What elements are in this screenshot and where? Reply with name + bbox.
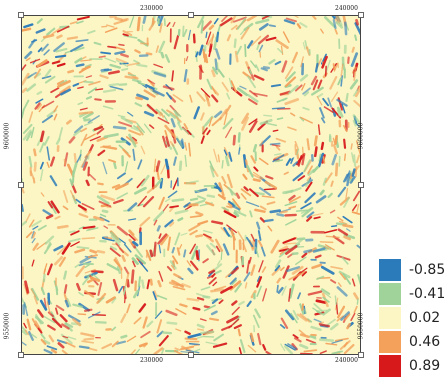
color-legend: -0.85 -0.41 0.02 0.46 0.89 xyxy=(379,258,445,378)
legend-label: 0.46 xyxy=(409,334,441,350)
map-canvas[interactable] xyxy=(21,15,361,355)
legend-swatch xyxy=(379,355,401,377)
resize-handle-bottom-left[interactable] xyxy=(18,352,24,358)
legend-label: 0.89 xyxy=(409,358,441,374)
legend-item: 0.46 xyxy=(379,330,445,354)
resize-handle-right[interactable] xyxy=(358,182,364,188)
legend-item: 0.89 xyxy=(379,354,445,378)
x-tick-bottom-1: 230000 xyxy=(140,357,163,364)
y-tick-left-2: 9550000 xyxy=(3,312,11,340)
legend-swatch xyxy=(379,283,401,305)
legend-item: 0.02 xyxy=(379,306,445,330)
legend-swatch xyxy=(379,331,401,353)
legend-label: -0.85 xyxy=(409,262,446,278)
x-tick-top-1: 230000 xyxy=(140,5,163,12)
x-tick-bottom-2: 240000 xyxy=(335,357,358,364)
resize-handle-left[interactable] xyxy=(18,182,24,188)
y-tick-right-1: 9600000 xyxy=(357,122,365,150)
resize-handle-top-right[interactable] xyxy=(358,12,364,18)
y-tick-left-1: 9600000 xyxy=(3,122,11,150)
raster-map xyxy=(22,16,360,354)
resize-handle-top-left[interactable] xyxy=(18,12,24,18)
legend-swatch xyxy=(379,259,401,281)
legend-label: 0.02 xyxy=(409,310,441,326)
legend-label: -0.41 xyxy=(409,286,446,302)
legend-swatch xyxy=(379,307,401,329)
resize-handle-bottom[interactable] xyxy=(188,352,194,358)
legend-item: -0.85 xyxy=(379,258,445,282)
y-tick-right-2: 9550000 xyxy=(357,312,365,340)
resize-handle-top[interactable] xyxy=(188,12,194,18)
resize-handle-bottom-right[interactable] xyxy=(358,352,364,358)
x-tick-top-2: 240000 xyxy=(335,5,358,12)
legend-item: -0.41 xyxy=(379,282,445,306)
